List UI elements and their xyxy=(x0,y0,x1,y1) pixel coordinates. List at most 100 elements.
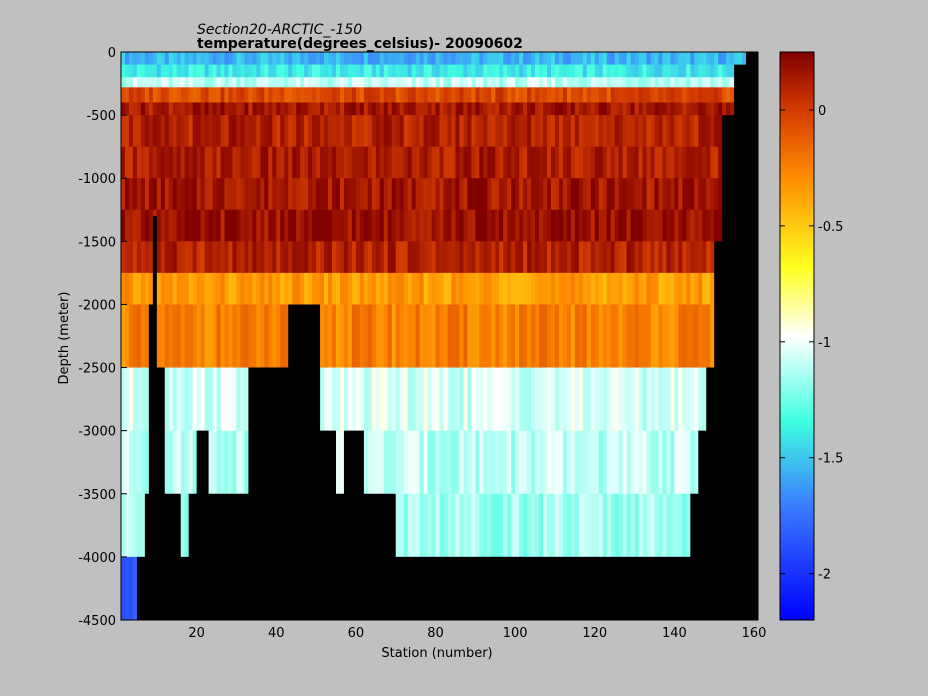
heat-cell xyxy=(383,178,389,211)
heat-cell xyxy=(682,209,687,242)
heat-cell xyxy=(188,367,194,432)
heat-cell xyxy=(128,115,134,148)
heat-cell xyxy=(515,367,520,432)
heat-cell xyxy=(343,146,349,179)
heat-cell xyxy=(634,304,640,369)
heat-cell xyxy=(654,367,660,432)
heat-cell xyxy=(507,64,512,78)
heat-cell xyxy=(614,209,620,242)
heat-cell xyxy=(535,146,540,179)
heat-cell xyxy=(248,102,253,116)
heat-cell xyxy=(300,146,305,179)
heat-cell xyxy=(622,178,628,211)
heat-cell xyxy=(220,367,226,432)
heat-cell xyxy=(519,77,524,88)
heat-cell xyxy=(594,102,600,116)
heat-cell xyxy=(678,430,683,495)
heat-cell xyxy=(435,102,441,116)
heat-cell xyxy=(710,178,715,211)
heat-cell xyxy=(379,87,385,104)
heat-cell xyxy=(562,367,568,432)
heat-cell xyxy=(666,87,672,104)
heat-cell xyxy=(654,493,660,558)
heat-cell xyxy=(666,367,672,432)
heat-cell xyxy=(606,493,612,558)
heat-cell xyxy=(391,209,397,242)
heat-cell xyxy=(519,52,524,66)
heat-cell xyxy=(236,367,242,432)
heat-cell xyxy=(375,146,381,179)
heat-cell xyxy=(351,241,357,274)
heat-cell xyxy=(566,178,572,211)
heat-cell xyxy=(546,367,552,432)
heat-cell xyxy=(682,102,687,116)
heat-cell xyxy=(670,87,675,104)
heat-cell xyxy=(132,304,138,369)
heat-cell xyxy=(252,64,257,78)
heat-cell xyxy=(479,77,484,88)
heat-cell xyxy=(630,304,636,369)
heat-cell xyxy=(371,209,377,242)
heat-cell xyxy=(582,87,588,104)
heat-cell xyxy=(200,87,206,104)
heat-cell xyxy=(121,64,126,78)
heat-cell xyxy=(363,102,369,116)
heat-cell xyxy=(415,304,421,369)
heat-cell xyxy=(328,367,333,432)
heat-cell xyxy=(531,178,536,211)
heat-cell xyxy=(419,77,425,88)
heat-cell xyxy=(387,272,393,306)
heat-cell xyxy=(407,178,413,211)
heat-cell xyxy=(650,77,656,88)
heat-cell xyxy=(284,209,289,242)
heat-cell xyxy=(196,115,202,148)
heat-cell xyxy=(328,178,333,211)
heat-cell xyxy=(216,241,222,274)
heat-cell xyxy=(443,146,449,179)
heat-cell xyxy=(248,87,253,104)
heat-cell xyxy=(351,87,357,104)
heat-cell xyxy=(682,115,687,148)
heat-cell xyxy=(168,304,174,369)
heat-cell xyxy=(670,209,675,242)
heat-cell xyxy=(431,87,437,104)
heat-cell xyxy=(148,115,154,148)
heat-cell xyxy=(328,102,333,116)
heat-cell xyxy=(184,52,190,66)
heat-cell xyxy=(666,115,672,148)
heat-cell xyxy=(335,178,341,211)
heat-cell xyxy=(164,367,170,432)
heat-cell xyxy=(447,493,453,558)
heat-cell xyxy=(690,64,695,78)
heat-cell xyxy=(296,64,301,78)
heat-cell xyxy=(164,178,170,211)
heat-cell xyxy=(618,87,624,104)
heat-cell xyxy=(224,367,230,432)
heat-cell xyxy=(335,367,341,432)
heat-cell xyxy=(459,146,464,179)
heat-cell xyxy=(248,209,253,242)
x-tick-label: 100 xyxy=(503,626,528,641)
heat-cell xyxy=(698,115,703,148)
heat-cell xyxy=(531,102,536,116)
heat-cell xyxy=(471,77,476,88)
heat-cell xyxy=(578,241,584,274)
heat-cell xyxy=(642,102,648,116)
heat-cell xyxy=(144,87,150,104)
heat-cell xyxy=(328,241,333,274)
heat-cell xyxy=(447,146,453,179)
heat-cell xyxy=(288,87,293,104)
heat-cell xyxy=(324,304,329,369)
heat-cell xyxy=(678,52,683,66)
heat-cell xyxy=(359,209,365,242)
heat-cell xyxy=(339,430,345,495)
heat-cell xyxy=(590,304,596,369)
heat-cell xyxy=(339,102,345,116)
heat-cell xyxy=(507,241,512,274)
heat-cell xyxy=(698,146,703,179)
heat-cell xyxy=(121,556,126,620)
heat-cell xyxy=(435,493,441,558)
heat-cell xyxy=(144,367,150,432)
heat-cell xyxy=(491,430,496,495)
heat-cell xyxy=(407,115,413,148)
